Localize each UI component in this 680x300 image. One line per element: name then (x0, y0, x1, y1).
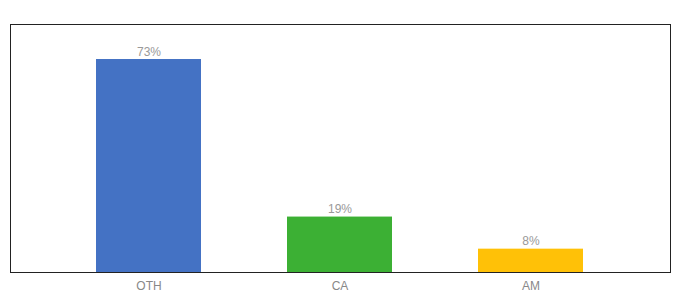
svg-text:AM: AM (522, 279, 540, 293)
svg-text:73%: 73% (137, 45, 161, 59)
svg-text:8%: 8% (522, 234, 540, 248)
svg-text:CA: CA (332, 279, 349, 293)
svg-text:OTH: OTH (136, 279, 161, 293)
svg-text:19%: 19% (328, 202, 352, 216)
